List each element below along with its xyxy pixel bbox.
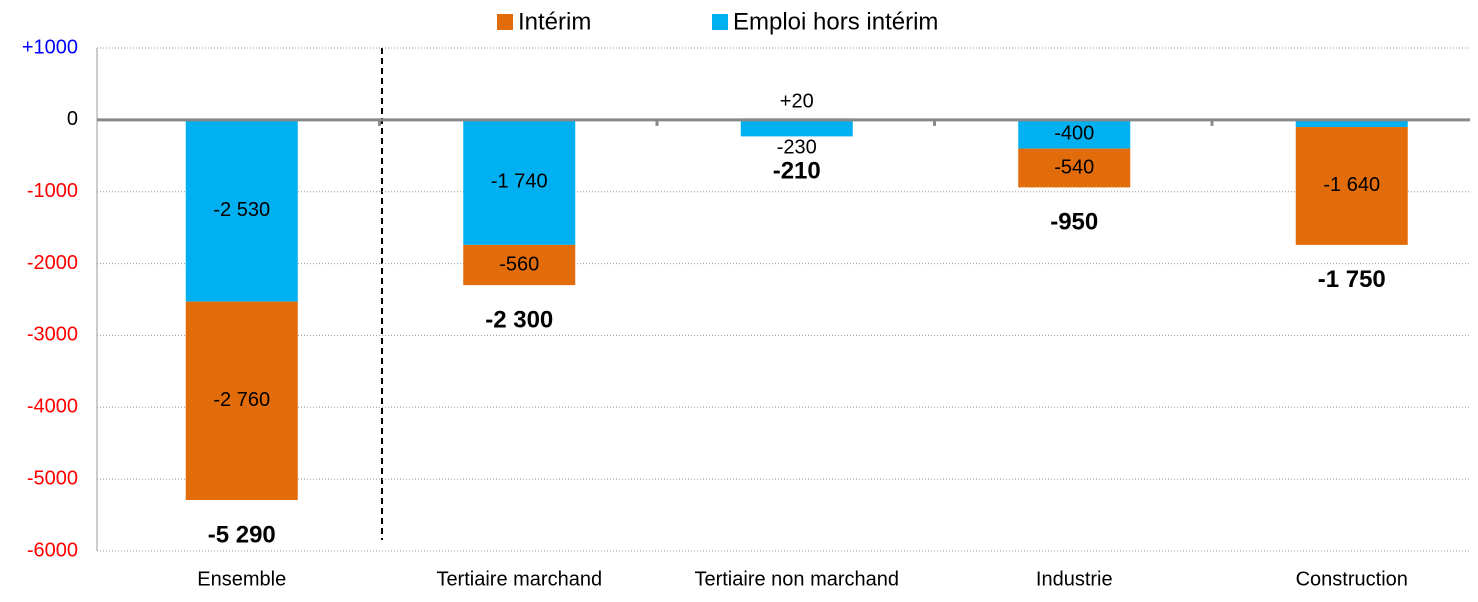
value-label: -1 640 [1323,174,1380,196]
total-label: -5 290 [208,521,276,548]
value-label: -560 [499,253,539,275]
bar-segment [185,301,298,500]
total-label: -950 [1050,209,1098,236]
y-tick-label: -2000 [27,252,78,274]
legend-label: Intérim [518,8,591,35]
bar-segment [1295,119,1408,128]
legend-swatch [712,14,728,30]
legend-swatch [497,14,513,30]
legend-label: Emploi hors intérim [733,8,938,35]
y-tick-label: -6000 [27,539,78,561]
value-label: -2 760 [213,389,270,411]
x-tick-label: Construction [1296,568,1408,590]
y-tick-label: 0 [67,108,78,130]
x-tick-label: Tertiaire non marchand [694,568,899,590]
bar-segment [185,119,298,302]
total-label: -210 [773,158,821,185]
value-label: -2 530 [213,199,270,221]
bar-segment [1295,127,1408,245]
bar-segment [1018,119,1131,149]
y-tick-label: -3000 [27,324,78,346]
value-label: -230 [777,137,817,159]
total-label: -1 750 [1318,266,1386,293]
bar-segment [463,119,576,245]
bar-segment [463,244,576,286]
y-tick-label: -5000 [27,467,78,489]
value-label: +20 [780,91,814,113]
bar-segment [1018,148,1131,188]
x-tick-label: Tertiaire marchand [436,568,602,590]
x-tick-label: Industrie [1036,568,1113,590]
x-tick-label: Ensemble [197,568,286,590]
value-label: -540 [1054,156,1094,178]
total-label: -2 300 [485,306,553,333]
y-tick-label: -1000 [27,180,78,202]
value-label: -1 740 [491,171,548,193]
value-label: -400 [1054,123,1094,145]
bar-segment [740,119,853,137]
y-tick-label: -4000 [27,396,78,418]
y-tick-label: +1000 [22,36,78,58]
